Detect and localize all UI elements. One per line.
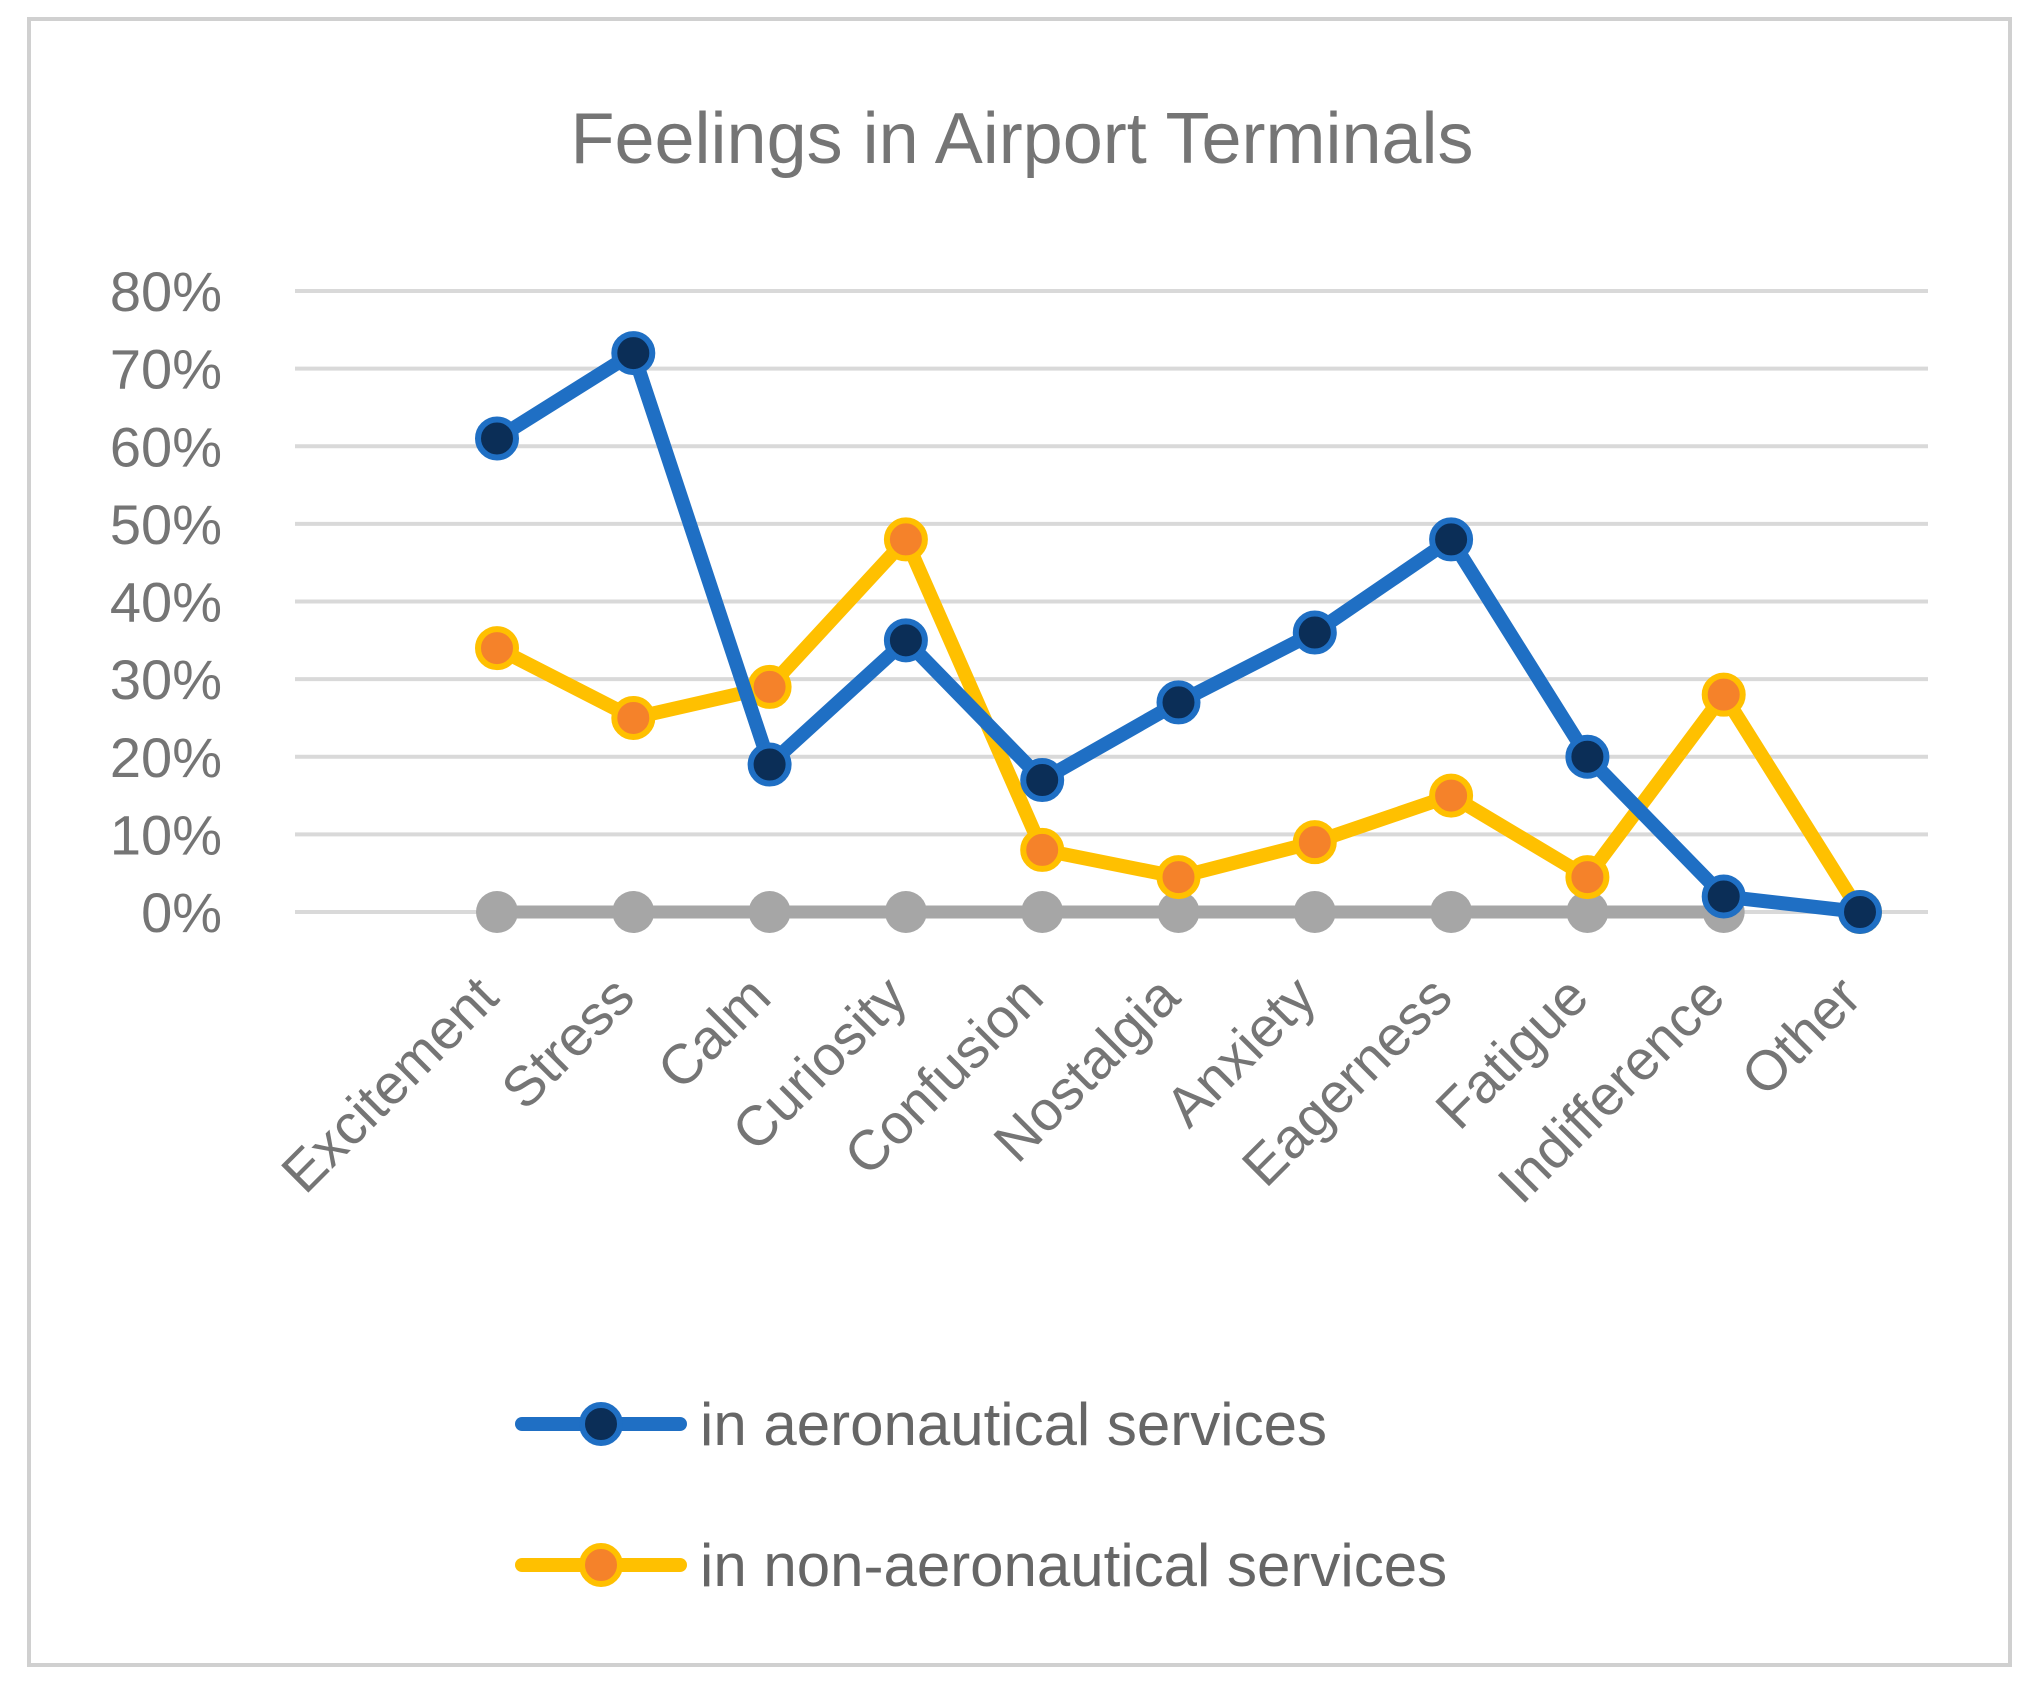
y-tick-label: 60% (110, 415, 222, 478)
y-tick-label: 50% (110, 493, 222, 556)
data-point (1156, 680, 1201, 725)
data-point (747, 664, 792, 709)
grid-lines (295, 289, 1928, 914)
legend: in aeronautical services in non-aeronauti… (515, 1391, 1447, 1599)
data-point (1292, 610, 1337, 655)
data-point (1566, 891, 1609, 933)
legend-label: in non-aeronautical services (700, 1532, 1447, 1599)
x-tick-label: Stress (489, 964, 646, 1121)
data-point (748, 891, 791, 933)
data-point (1021, 891, 1064, 933)
y-tick-label: 80% (110, 260, 222, 323)
y-tick-label: 0% (141, 881, 222, 944)
legend-marker-swatch (579, 1402, 623, 1446)
data-point (476, 891, 518, 933)
data-point (611, 695, 656, 740)
x-tick-label: Excitement (269, 964, 510, 1205)
data-point (883, 618, 928, 663)
data-point (747, 742, 792, 787)
data-point (1429, 773, 1474, 818)
y-tick-label: 70% (110, 338, 222, 401)
data-point (1020, 758, 1065, 803)
data-point (1292, 820, 1337, 865)
data-point (1565, 734, 1610, 779)
data-point (1701, 672, 1746, 717)
y-tick-label: 40% (110, 571, 222, 634)
x-tick-label: Other (1729, 964, 1873, 1108)
y-tick-label: 30% (110, 648, 222, 711)
data-point (884, 891, 927, 933)
data-point (1430, 891, 1473, 933)
legend-marker-swatch (579, 1543, 623, 1587)
legend-label: in aeronautical services (700, 1391, 1327, 1458)
data-point (611, 331, 656, 376)
legend-item: in non-aeronautical services (515, 1532, 1447, 1599)
series-line (490, 346, 1867, 919)
data-point (1157, 891, 1200, 933)
data-point (1701, 874, 1746, 919)
series-in-aeronautical-services (475, 331, 1882, 934)
y-axis-tick-labels: 0% 10% 20% 30% 40% 50% 60% 70% 80% (110, 260, 222, 944)
data-point (612, 891, 655, 933)
data-point (883, 517, 928, 562)
series-baseline (476, 891, 1745, 933)
data-point (1020, 827, 1065, 872)
data-point (1565, 855, 1610, 900)
chart-title: Feelings in Airport Terminals (570, 99, 1473, 179)
data-point (475, 626, 519, 671)
data-point (1838, 890, 1882, 934)
legend-item: in aeronautical services (515, 1391, 1327, 1458)
y-tick-label: 20% (110, 726, 222, 789)
data-point (475, 416, 519, 461)
y-tick-label: 10% (110, 803, 222, 866)
series-lines (475, 331, 1882, 934)
data-point (1293, 891, 1336, 933)
data-point (1429, 517, 1474, 562)
series-in-non-aeronautical-services (475, 517, 1882, 934)
data-point (1156, 855, 1201, 900)
